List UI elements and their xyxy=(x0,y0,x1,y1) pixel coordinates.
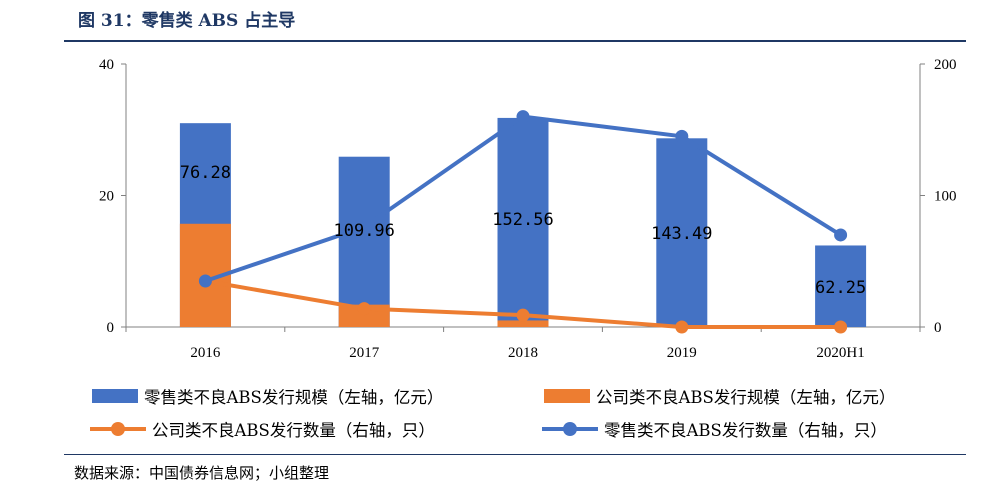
bar-retail-size xyxy=(815,245,867,327)
y-right-tick-label: 200 xyxy=(934,57,957,73)
bar-data-label: 62.25 xyxy=(815,278,866,298)
title-rule xyxy=(64,40,966,42)
chart-lines xyxy=(198,110,848,334)
x-tick-label: 2018 xyxy=(508,345,538,361)
bar-retail-size xyxy=(338,156,390,327)
point-retail-count xyxy=(675,129,689,143)
bar-retail-size xyxy=(497,117,549,327)
point-corporate-count xyxy=(834,320,848,334)
bar-data-label: 109.96 xyxy=(333,221,394,241)
point-retail-count xyxy=(834,228,848,242)
bar-data-label: 152.56 xyxy=(492,210,553,230)
y-right-tick-label: 100 xyxy=(934,189,957,205)
point-corporate-count xyxy=(675,320,689,334)
bar-retail-size xyxy=(656,138,708,327)
point-corporate-count xyxy=(516,308,530,322)
x-tick-label: 2019 xyxy=(667,345,697,361)
point-retail-count xyxy=(198,274,212,288)
bar-corporate-size xyxy=(497,320,549,327)
chart-bars xyxy=(179,117,867,327)
y-left-tick-label: 20 xyxy=(99,189,114,205)
y-right-tick-label: 0 xyxy=(934,320,942,336)
bar-data-label: 76.28 xyxy=(180,163,231,183)
bar-data-label: 143.49 xyxy=(651,224,712,244)
point-retail-count xyxy=(516,110,530,124)
chart-data-labels: 76.28 109.96 152.56 143.49 62.25 xyxy=(180,163,866,298)
y-left-tick-label: 0 xyxy=(107,320,115,336)
source-rule xyxy=(64,454,966,455)
figure-title: 图 31：零售类 ABS 占主导 xyxy=(78,11,296,31)
point-corporate-count xyxy=(357,302,371,316)
x-tick-label: 2020H1 xyxy=(816,345,864,361)
x-tick-label: 2017 xyxy=(349,345,380,361)
source-note: 数据来源：中国债券信息网；小组整理 xyxy=(74,464,330,482)
point-retail-count xyxy=(357,220,371,234)
y-left-tick-label: 40 xyxy=(99,57,114,73)
x-tick-label: 2016 xyxy=(190,345,221,361)
